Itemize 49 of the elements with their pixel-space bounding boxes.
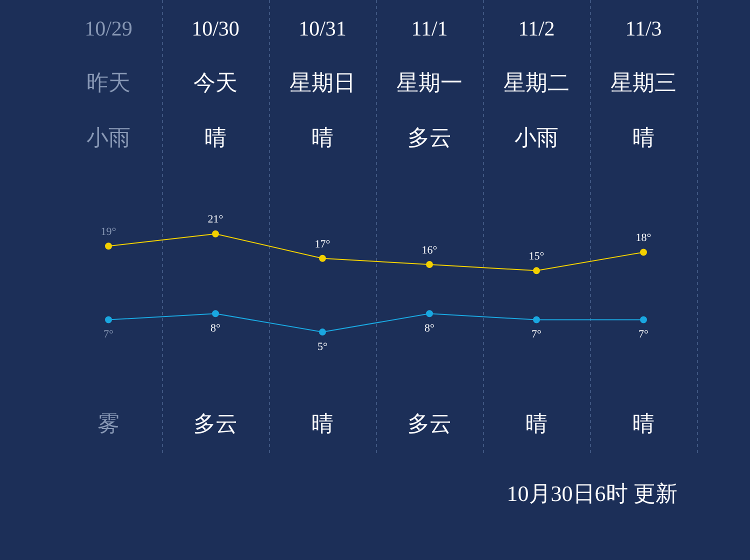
text: 晴 xyxy=(526,410,548,436)
point xyxy=(319,328,326,336)
data-label: 8° xyxy=(424,322,434,335)
text: 晴 xyxy=(632,410,654,436)
point xyxy=(105,316,112,324)
point xyxy=(533,267,540,274)
text: 多云 xyxy=(408,410,452,436)
text: 星期一 xyxy=(396,70,462,95)
text: 雾 xyxy=(98,410,120,436)
text: 星期三 xyxy=(610,70,676,95)
text: 多云 xyxy=(194,410,238,436)
point xyxy=(640,248,647,256)
point xyxy=(105,242,112,250)
text: 晴 xyxy=(312,124,334,150)
text: 小雨 xyxy=(514,124,558,150)
data-label: 8° xyxy=(210,322,220,335)
x-tick-label: 10/29 xyxy=(84,16,132,41)
data-label: 16° xyxy=(422,244,438,256)
data-label: 21° xyxy=(208,214,224,226)
text: 今天 xyxy=(194,70,238,95)
x-tick-label: 11/1 xyxy=(411,16,448,41)
point xyxy=(212,310,219,318)
x-tick-label: 10/30 xyxy=(192,16,240,41)
point xyxy=(426,261,433,268)
point xyxy=(426,310,433,318)
point xyxy=(212,230,219,238)
text: 晴 xyxy=(312,410,334,436)
point xyxy=(319,254,326,262)
data-label: 7° xyxy=(104,328,114,341)
data-label: 5° xyxy=(318,340,328,353)
text: 星期日 xyxy=(290,70,356,95)
point xyxy=(533,316,540,324)
x-tick-label: 11/3 xyxy=(625,16,662,41)
data-label: 17° xyxy=(314,238,330,250)
text: 昨天 xyxy=(86,70,130,95)
data-label: 7° xyxy=(532,328,542,341)
point xyxy=(640,316,647,324)
data-label: 15° xyxy=(528,250,544,263)
text: 晴 xyxy=(632,124,654,150)
text: 星期二 xyxy=(504,70,570,95)
text: 晴 xyxy=(204,124,226,150)
text: 小雨 xyxy=(86,124,130,150)
x-tick-label: 11/2 xyxy=(518,16,555,41)
data-label: 18° xyxy=(636,232,652,244)
text: 多云 xyxy=(408,124,452,150)
x-tick-label: 10/31 xyxy=(298,16,346,41)
text: 10月30日6时 更新 xyxy=(506,480,678,506)
data-label: 19° xyxy=(100,226,116,238)
data-label: 7° xyxy=(638,328,648,341)
